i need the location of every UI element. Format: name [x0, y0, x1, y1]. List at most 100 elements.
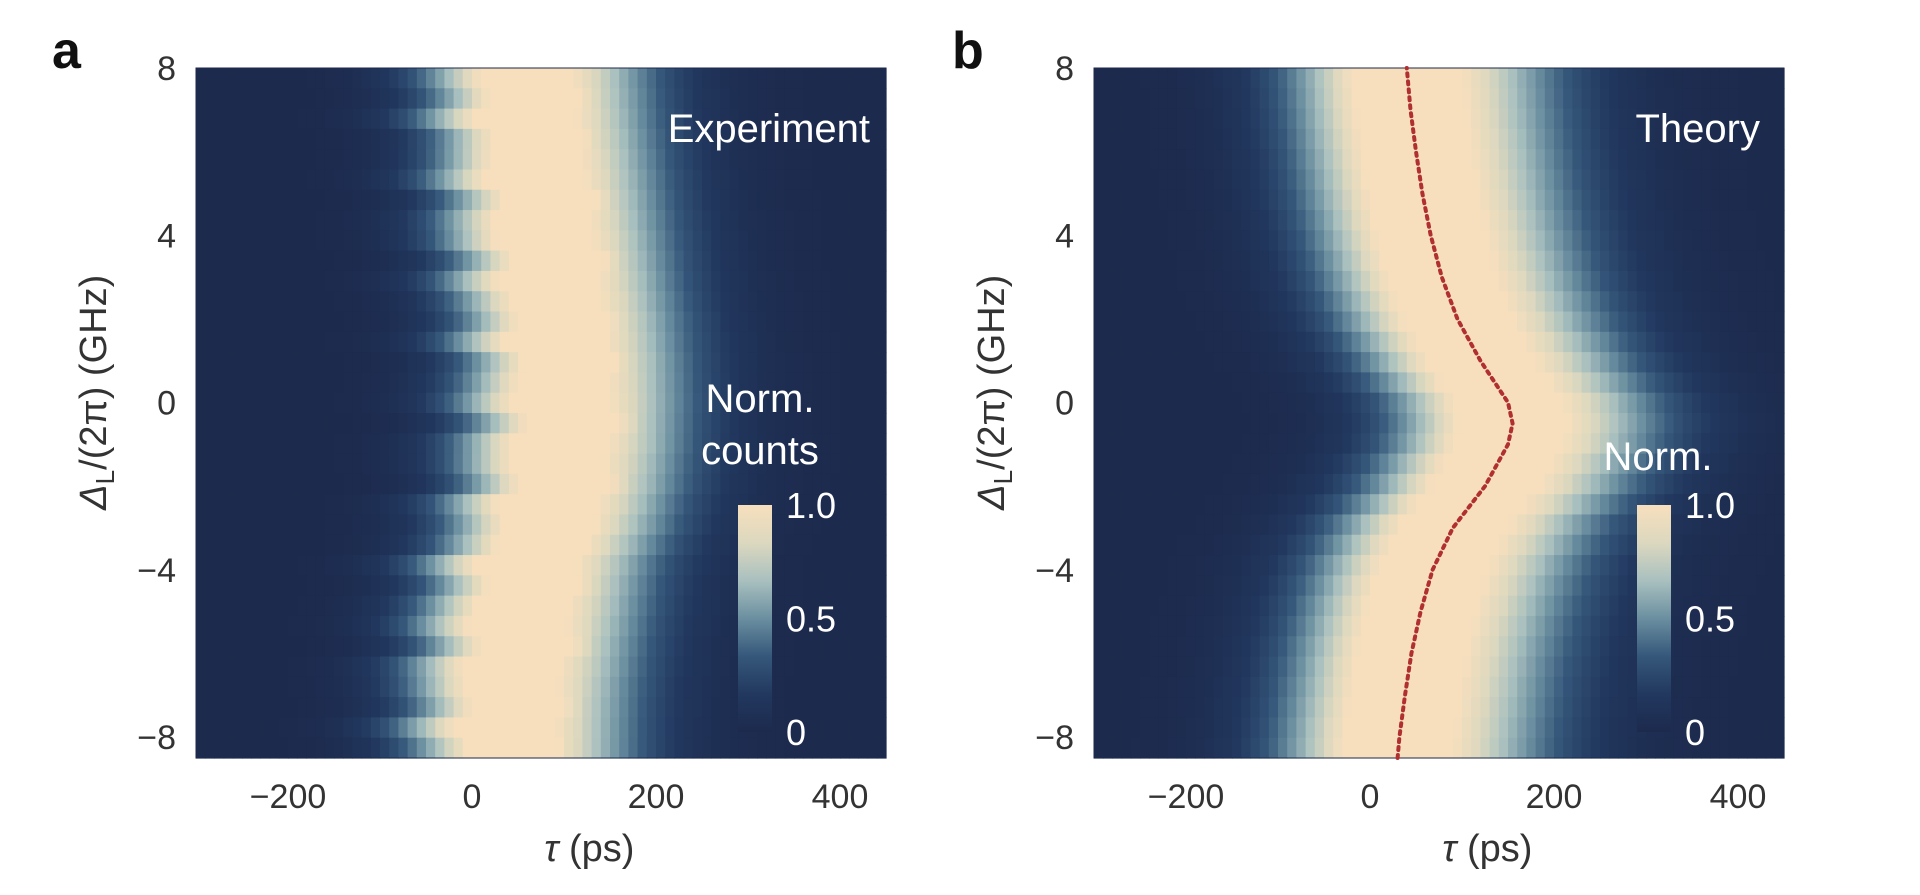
heatmap-cell [408, 210, 418, 231]
heatmap-cell [1480, 251, 1490, 272]
heatmap-cell [1480, 109, 1490, 130]
heatmap-cell [1747, 616, 1757, 637]
heatmap-cell [1195, 433, 1205, 454]
heatmap-cell [1490, 697, 1500, 718]
heatmap-cell [444, 575, 454, 596]
heatmap-cell [1260, 636, 1270, 657]
heatmap-cell [288, 352, 298, 373]
heatmap-cell [398, 555, 408, 576]
heatmap-cell [398, 474, 408, 495]
heatmap-cell [1747, 514, 1757, 535]
heatmap-cell [592, 251, 602, 272]
heatmap-cell [417, 433, 427, 454]
heatmap-cell [656, 717, 666, 738]
heatmap-cell [214, 88, 224, 109]
heatmap-cell [849, 372, 859, 393]
heatmap-cell [1444, 190, 1454, 211]
heatmap-cell [1398, 332, 1408, 353]
heatmap-cell [435, 291, 445, 312]
heatmap-cell [389, 616, 399, 637]
heatmap-cell [1775, 372, 1785, 393]
heatmap-cell [656, 657, 666, 678]
heatmap-cell [1416, 494, 1426, 515]
heatmap-cell [1287, 657, 1297, 678]
heatmap-cell [435, 697, 445, 718]
heatmap-cell [1756, 575, 1766, 596]
heatmap-cell [776, 616, 786, 637]
heatmap-cell [619, 555, 629, 576]
heatmap-cell [1618, 657, 1628, 678]
heatmap-cell [601, 129, 611, 150]
heatmap-cell [536, 312, 546, 333]
heatmap-cell [1526, 555, 1536, 576]
heatmap-cell [1260, 657, 1270, 678]
heatmap-cell [1223, 169, 1233, 190]
heatmap-cell [1306, 291, 1316, 312]
heatmap-cell [1287, 332, 1297, 353]
heatmap-cell [555, 352, 565, 373]
heatmap-cell [1609, 535, 1619, 556]
heatmap-cell [1664, 271, 1674, 292]
heatmap-cell [463, 616, 473, 637]
heatmap-cell [720, 230, 730, 251]
heatmap-cell [1508, 352, 1518, 373]
heatmap-cell [196, 413, 206, 434]
heatmap-cell [500, 169, 510, 190]
heatmap-cell [426, 190, 436, 211]
heatmap-cell [260, 454, 270, 475]
heatmap-cell [279, 474, 289, 495]
heatmap-cell [205, 149, 215, 170]
heatmap-cell [251, 210, 261, 231]
heatmap-cell [306, 291, 316, 312]
heatmap-cell [1223, 575, 1233, 596]
heatmap-cell [592, 190, 602, 211]
heatmap-cell [785, 210, 795, 231]
heatmap-cell [1361, 454, 1371, 475]
heatmap-cell [1269, 312, 1279, 333]
heatmap-cell [1398, 312, 1408, 333]
heatmap-cell [1195, 88, 1205, 109]
heatmap-cell [720, 291, 730, 312]
heatmap-cell [362, 352, 372, 373]
heatmap-cell [1775, 68, 1785, 89]
heatmap-cell [1112, 109, 1122, 130]
heatmap-cell [205, 697, 215, 718]
heatmap-cell [564, 372, 574, 393]
heatmap-cell [1692, 352, 1702, 373]
heatmap-cell [702, 251, 712, 272]
heatmap-cell [316, 251, 326, 272]
heatmap-cell [1701, 555, 1711, 576]
heatmap-cell [490, 535, 500, 556]
heatmap-cell [490, 230, 500, 251]
heatmap-cell [1407, 535, 1417, 556]
heatmap-cell [1223, 555, 1233, 576]
heatmap-cell [684, 657, 694, 678]
heatmap-cell [1131, 149, 1141, 170]
heatmap-cell [1131, 251, 1141, 272]
heatmap-cell [1278, 657, 1288, 678]
heatmap-cell [1370, 129, 1380, 150]
heatmap-cell [518, 129, 528, 150]
heatmap-cell [785, 657, 795, 678]
heatmap-cell [1756, 636, 1766, 657]
heatmap-cell [1315, 271, 1325, 292]
heatmap-cell [1250, 677, 1260, 698]
heatmap-cell [1352, 474, 1362, 495]
heatmap-cell [702, 474, 712, 495]
heatmap-cell [362, 393, 372, 414]
heatmap-cell [794, 657, 804, 678]
heatmap-cell [1664, 149, 1674, 170]
heatmap-cell [1112, 271, 1122, 292]
heatmap-cell [1149, 332, 1159, 353]
heatmap-cell [702, 169, 712, 190]
heatmap-cell [214, 657, 224, 678]
heatmap-cell [463, 677, 473, 698]
heatmap-cell [490, 393, 500, 414]
heatmap-cell [1333, 474, 1343, 495]
heatmap-cell [674, 393, 684, 414]
heatmap-cell [1545, 657, 1555, 678]
heatmap-cell [518, 555, 528, 576]
heatmap-cell [481, 697, 491, 718]
heatmap-cell [1149, 454, 1159, 475]
heatmap-cell [628, 190, 638, 211]
